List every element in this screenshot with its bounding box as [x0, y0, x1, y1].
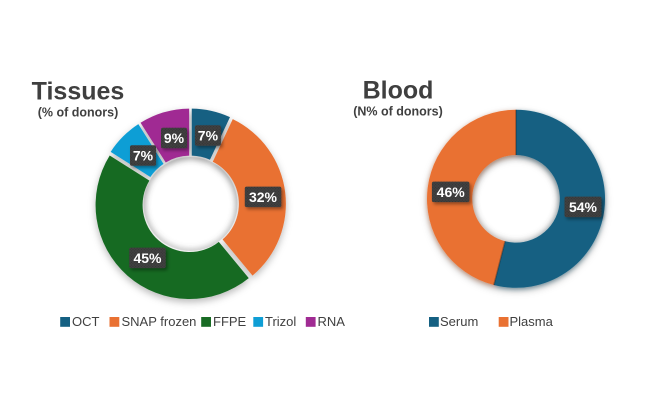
svg-text:Trizol: Trizol	[265, 314, 296, 329]
svg-text:54%: 54%	[569, 199, 598, 215]
svg-text:Plasma: Plasma	[510, 314, 554, 329]
svg-text:(N% of donors): (N% of donors)	[353, 105, 443, 119]
svg-text:Tissues: Tissues	[32, 78, 125, 106]
svg-text:46%: 46%	[437, 184, 466, 200]
svg-text:32%: 32%	[249, 189, 278, 205]
svg-text:FFPE: FFPE	[213, 314, 247, 329]
svg-text:RNA: RNA	[318, 314, 346, 329]
svg-text:Blood: Blood	[363, 77, 434, 105]
svg-text:Serum: Serum	[440, 314, 478, 329]
svg-text:OCT: OCT	[72, 314, 100, 329]
svg-text:SNAP frozen: SNAP frozen	[122, 314, 197, 329]
svg-text:7%: 7%	[198, 128, 219, 144]
svg-text:(% of donors): (% of donors)	[38, 106, 119, 120]
svg-text:45%: 45%	[133, 250, 162, 266]
svg-text:9%: 9%	[164, 130, 185, 146]
svg-text:7%: 7%	[133, 148, 154, 164]
